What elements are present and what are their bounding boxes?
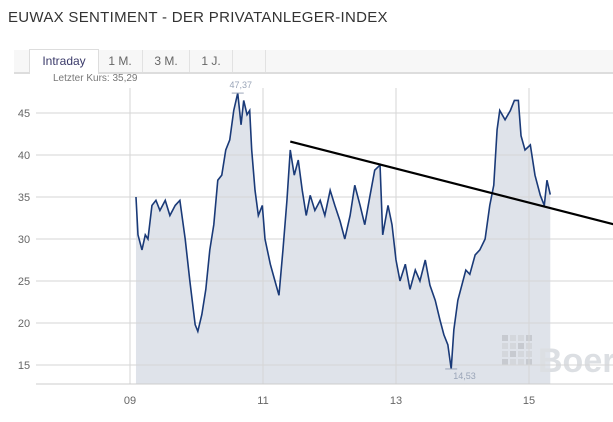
y-tick-label: 35	[18, 192, 30, 204]
y-tick-label: 45	[18, 108, 30, 120]
watermark-dot	[518, 343, 524, 349]
watermark-dot	[502, 359, 508, 365]
trend-line	[289, 140, 613, 226]
min-label: 14,53	[453, 371, 476, 381]
tab-3m[interactable]: 3 M.	[143, 50, 190, 72]
watermark-dot	[518, 351, 524, 357]
y-tick-label: 25	[18, 276, 30, 288]
watermark-dot	[502, 351, 508, 357]
watermark-dot	[510, 351, 516, 357]
x-tick-label: 15	[523, 395, 535, 407]
watermark-dot	[510, 335, 516, 341]
tab-intraday[interactable]: Intraday	[29, 49, 99, 74]
y-tick-label: 30	[18, 234, 30, 246]
y-tick-label: 15	[18, 360, 30, 372]
series-line	[135, 92, 552, 370]
x-tick-label: 11	[257, 395, 268, 407]
watermark-dot	[510, 359, 516, 365]
last-price: Letzter Kurs: 35,29	[53, 73, 138, 84]
watermark-dot	[502, 343, 508, 349]
y-tick-label: 20	[18, 318, 30, 330]
watermark-dot	[518, 335, 524, 341]
max-label: 47,37	[229, 80, 252, 90]
x-tick-label: 13	[390, 395, 402, 407]
y-tick-label: 40	[18, 150, 30, 162]
tab-1j[interactable]: 1 J.	[190, 50, 233, 72]
watermark-dot	[510, 343, 516, 349]
watermark-dot	[518, 359, 524, 365]
tab-1m[interactable]: 1 M.	[98, 50, 143, 72]
range-tabs: Intraday 1 M. 3 M. 1 J.	[14, 49, 613, 74]
watermark-dot	[502, 335, 508, 341]
watermark-logo: Boerse	[538, 342, 613, 380]
tab-empty	[233, 50, 266, 72]
x-tick-label: 09	[124, 395, 136, 407]
page-title: EUWAX SENTIMENT - DER PRIVATANLEGER-INDE…	[8, 9, 388, 26]
